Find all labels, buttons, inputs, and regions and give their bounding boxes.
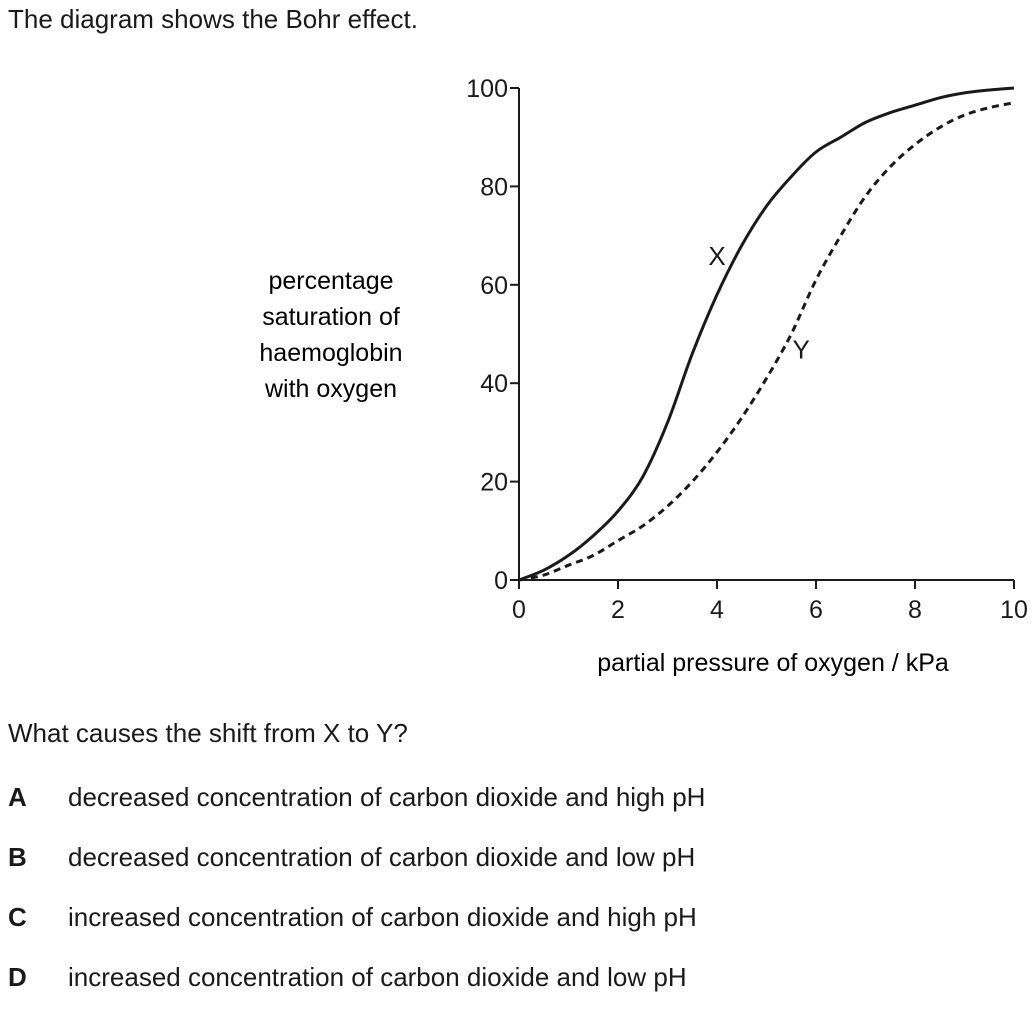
- y-tick-label: 0: [494, 567, 508, 595]
- option-letter: A: [8, 782, 27, 812]
- intro-text: The diagram shows the Bohr effect.: [8, 4, 418, 34]
- x-axis-title: partial pressure of oxygen / kPa: [597, 649, 949, 677]
- y-tick-label: 80: [480, 173, 508, 201]
- y-tick-label: 20: [480, 469, 508, 497]
- option-text: increased concentration of carbon dioxid…: [68, 962, 687, 992]
- option-text: decreased concentration of carbon dioxid…: [68, 782, 706, 812]
- x-tick-label: 8: [908, 596, 922, 624]
- option-b: B decreased concentration of carbon diox…: [8, 842, 705, 902]
- chart-canvas: percentage saturation of haemoglobin wit…: [259, 75, 1028, 677]
- curve-label-y: Y: [792, 335, 809, 365]
- option-a: A decreased concentration of carbon diox…: [8, 782, 705, 842]
- x-tick-label: 4: [710, 596, 724, 624]
- x-tick-label: 6: [809, 596, 823, 624]
- option-c: C increased concentration of carbon diox…: [8, 902, 705, 962]
- option-text: decreased concentration of carbon dioxid…: [68, 842, 696, 872]
- y-axis-title-line-2: saturation of: [262, 303, 400, 331]
- option-letter: B: [8, 842, 27, 872]
- y-axis-title-line-1: percentage: [268, 267, 393, 295]
- y-axis-title-line-4: with oxygen: [264, 375, 397, 403]
- y-tick-label: 100: [466, 75, 508, 103]
- series-line-y: [518, 101, 1015, 582]
- question-text: What causes the shift from X to Y?: [8, 718, 408, 748]
- answer-options: A decreased concentration of carbon diox…: [8, 782, 705, 1022]
- option-letter: C: [8, 902, 27, 932]
- x-tick-label: 2: [611, 596, 625, 624]
- option-d: D increased concentration of carbon diox…: [8, 962, 705, 1022]
- curve-label-x: X: [708, 241, 725, 271]
- option-text: increased concentration of carbon dioxid…: [68, 902, 697, 932]
- y-tick-label: 60: [480, 272, 508, 300]
- y-axis-title-line-3: haemoglobin: [259, 339, 402, 367]
- bohr-chart: percentage saturation of haemoglobin wit…: [0, 60, 1036, 700]
- series-line-x: [518, 86, 1015, 582]
- x-tick-label: 10: [1000, 596, 1028, 624]
- y-tick-label: 40: [480, 370, 508, 398]
- x-tick-label: 0: [512, 596, 526, 624]
- option-letter: D: [8, 962, 27, 992]
